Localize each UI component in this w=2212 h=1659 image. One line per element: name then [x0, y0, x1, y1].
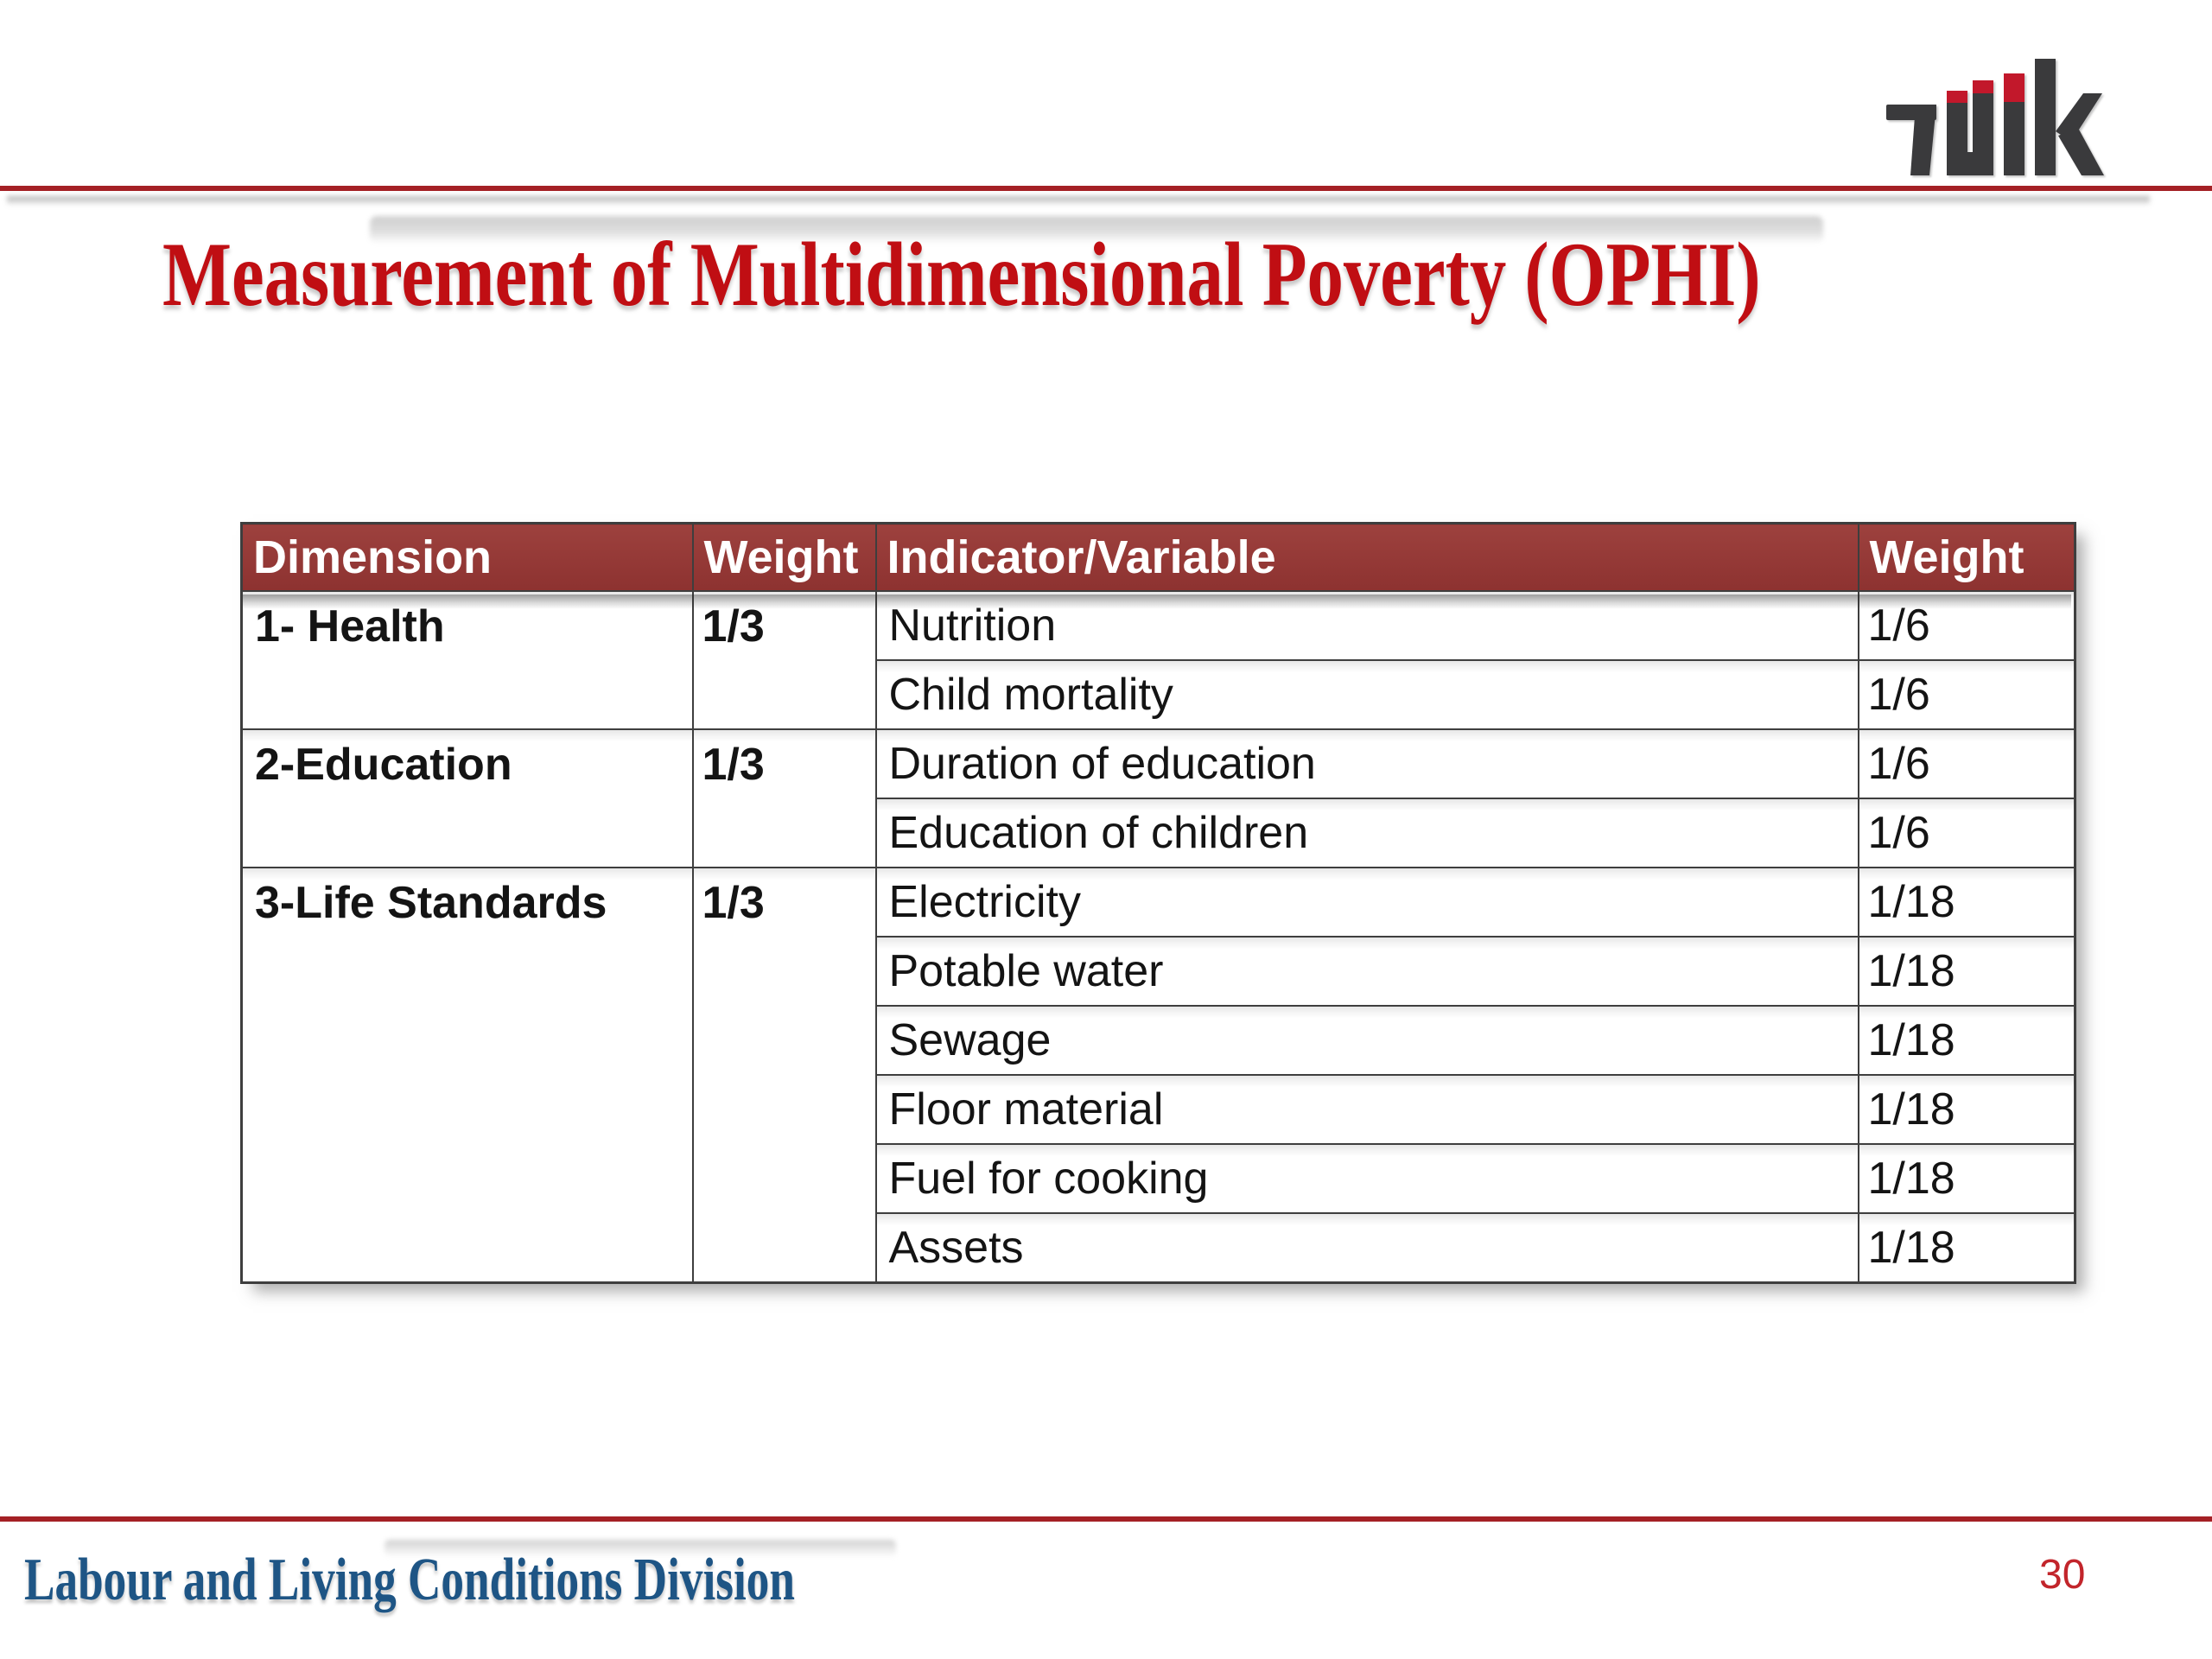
- indicator-weight-cell: 1/6: [1857, 728, 2076, 799]
- footer-rule: [0, 1516, 2212, 1522]
- indicator-weight-cell: 1/18: [1857, 867, 2076, 938]
- indicator-weight-cell: 1/18: [1857, 936, 2076, 1007]
- dimension-weight-cell: 1/3: [691, 728, 877, 868]
- table-row: 2-Education 1/3 Duration of education 1/…: [240, 728, 2076, 868]
- table-row: Floor material 1/18: [242, 1074, 2076, 1145]
- col-header-indicator: Indicator/Variable: [874, 522, 1859, 592]
- indicator-cell: Fuel for cooking: [874, 1143, 1859, 1214]
- indicator-weight-cell: 1/6: [1857, 590, 2076, 661]
- dimension-weight-cell: 1/3: [691, 590, 877, 730]
- indicator-weight-cell: 1/6: [1857, 798, 2076, 868]
- indicator-weight-cell: 1/18: [1857, 1005, 2076, 1076]
- indicator-cell: Child mortality: [874, 659, 1859, 730]
- indicator-cell: Assets: [874, 1212, 1859, 1284]
- table-row: Sewage 1/18: [242, 1005, 2076, 1076]
- indicator-weight-cell: 1/6: [1857, 659, 2076, 730]
- indicator-cell: Education of children: [874, 798, 1859, 868]
- indicator-cell: Sewage: [874, 1005, 1859, 1076]
- tuik-logo-icon: [1886, 55, 2104, 178]
- table-row: Child mortality 1/6: [242, 659, 2076, 730]
- table-row: Fuel for cooking 1/18: [242, 1143, 2076, 1214]
- title-shadow-band: [370, 216, 1823, 244]
- indicator-weight-cell: 1/18: [1857, 1212, 2076, 1284]
- indicator-cell: Duration of education: [874, 728, 1859, 799]
- col-header-weight: Weight: [691, 522, 877, 592]
- top-rule: [0, 186, 2212, 191]
- dimension-cell: 2-Education: [240, 728, 694, 868]
- footer-shadow-band: [385, 1540, 896, 1557]
- table-header-row: Dimension Weight Indicator/Variable Weig…: [240, 522, 2076, 592]
- indicator-cell: Electricity: [874, 867, 1859, 938]
- poverty-table: Dimension Weight Indicator/Variable Weig…: [240, 522, 2076, 1284]
- page-number: 30: [2039, 1552, 2086, 1598]
- col-header-weight2: Weight: [1857, 522, 2076, 592]
- top-rule-shadow: [7, 196, 2150, 206]
- indicator-cell: Potable water: [874, 936, 1859, 1007]
- dimension-cell: 3-Life Standards: [240, 867, 694, 1284]
- footer-division-label: Labour and Living Conditions Division: [24, 1547, 795, 1613]
- table-row: 1- Health 1/3 Nutrition 1/6: [240, 590, 2076, 730]
- indicator-cell: Floor material: [874, 1074, 1859, 1145]
- table-row: 3-Life Standards 1/3 Electricity 1/18: [240, 867, 2076, 1284]
- table-row: Potable water 1/18: [242, 936, 2076, 1007]
- table-row: Assets 1/18: [242, 1212, 2076, 1284]
- page-title: Measurement of Multidimensional Poverty …: [162, 224, 1761, 325]
- indicator-weight-cell: 1/18: [1857, 1143, 2076, 1214]
- dimension-cell: 1- Health: [240, 590, 694, 730]
- dimension-weight-cell: 1/3: [691, 867, 877, 1284]
- table-row: Education of children 1/6: [242, 798, 2076, 868]
- poverty-dimensions-table: Dimension Weight Indicator/Variable Weig…: [240, 522, 2076, 1284]
- col-header-dimension: Dimension: [240, 522, 694, 592]
- indicator-weight-cell: 1/18: [1857, 1074, 2076, 1145]
- indicator-cell: Nutrition: [874, 590, 1859, 661]
